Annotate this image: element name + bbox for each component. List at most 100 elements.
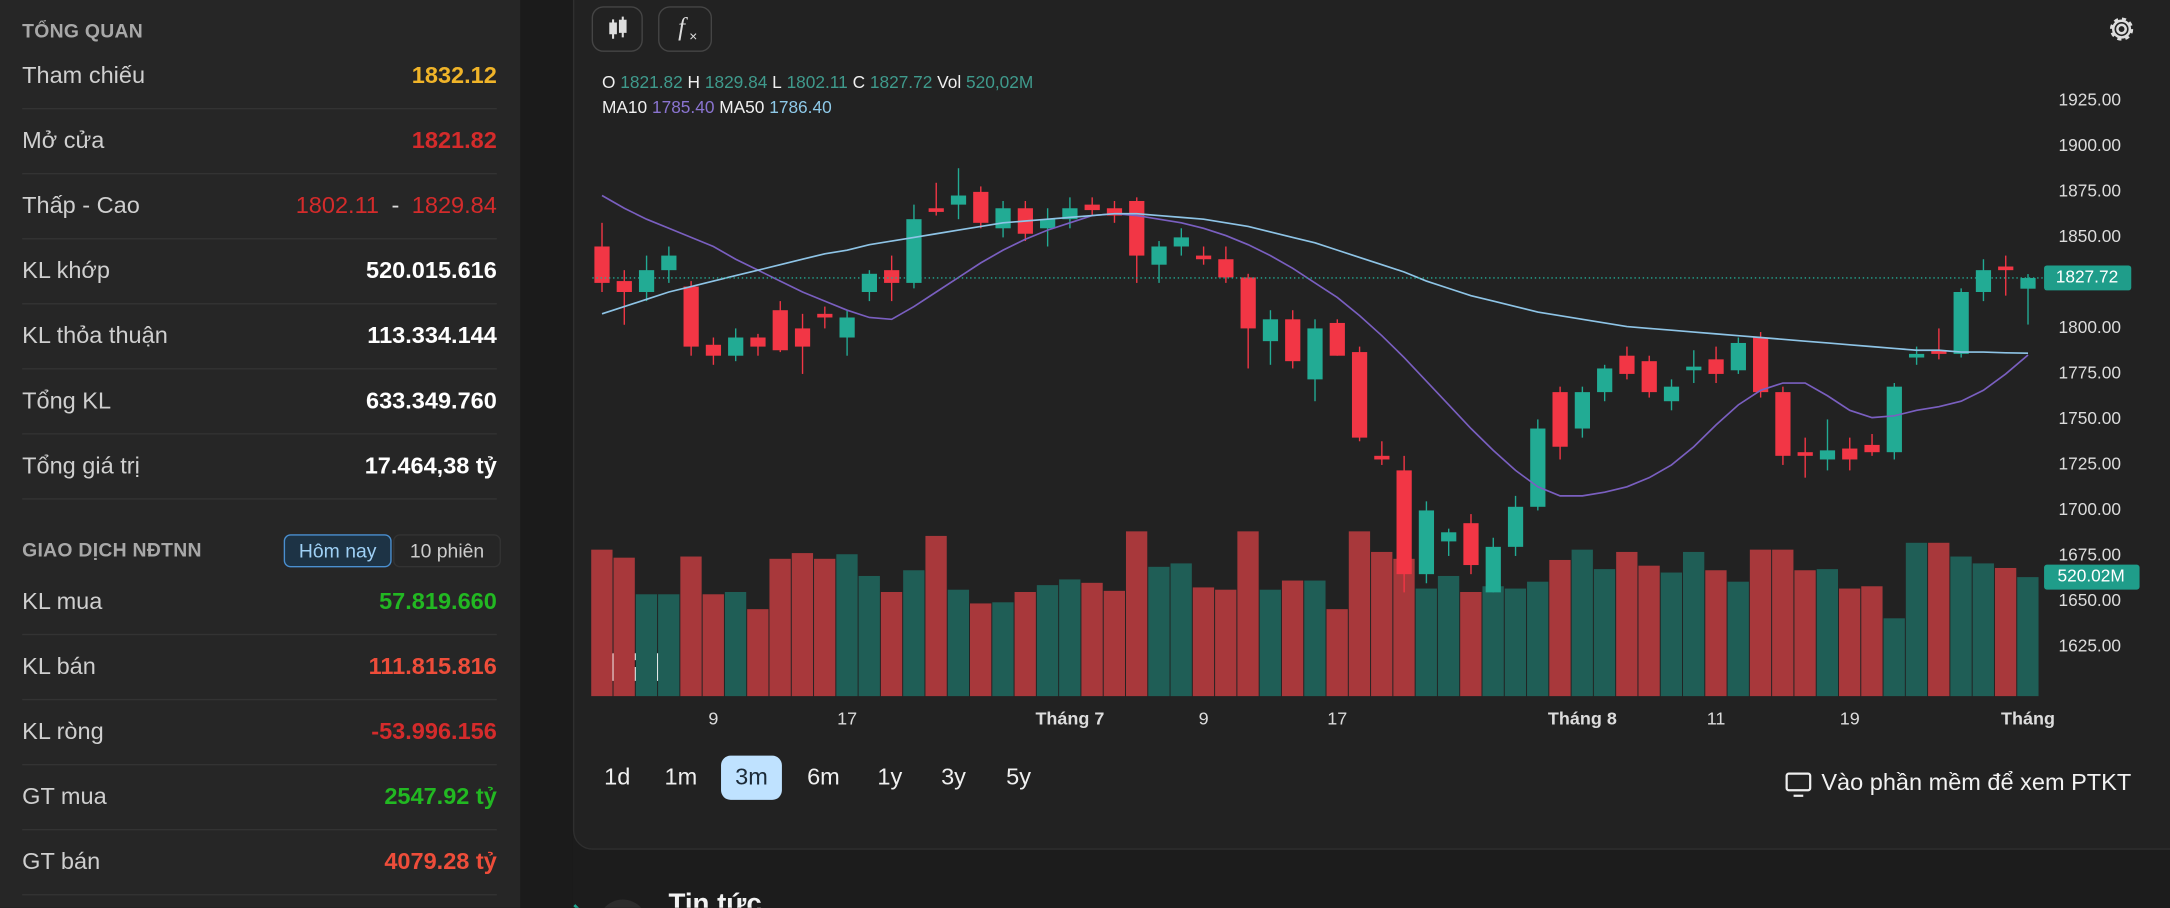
candle-type-button[interactable]	[591, 6, 643, 52]
stat-label: Tổng KL	[22, 387, 112, 414]
period-button[interactable]: 1m	[664, 763, 698, 791]
stat-label: GT mua	[22, 783, 107, 810]
volume-bar	[1861, 586, 1883, 697]
settings-icon[interactable]	[2109, 17, 2134, 41]
volume-bar	[1170, 563, 1192, 697]
legend-value: 1821.82	[620, 72, 682, 92]
tab[interactable]: 10 phiên	[393, 534, 501, 568]
ma-legend: MA10 1785.40 MA50 1786.40	[602, 97, 832, 117]
stat-label: Mở cửa	[22, 127, 105, 154]
volume-bar	[1259, 589, 1281, 697]
candle-body	[705, 344, 722, 356]
fx-icon: f	[678, 14, 688, 41]
legend-key: MA50	[719, 97, 764, 117]
legend-key: L	[772, 72, 782, 92]
candle-body	[1396, 470, 1412, 575]
software-link[interactable]: Vào phần mềm để xem PTKT	[1821, 769, 2132, 796]
volume-tag	[2044, 564, 2140, 590]
stat-row: GT mua 2547.92 tỷ	[22, 765, 497, 831]
stat-row: Mở cửa 1821.82	[22, 109, 497, 175]
volume-bar	[1972, 563, 1994, 697]
candle-body	[1195, 255, 1212, 260]
candle-body	[1240, 277, 1256, 329]
volume-bar	[1125, 531, 1148, 697]
volume-bar	[1571, 549, 1593, 697]
volume-bar	[1994, 567, 2017, 697]
candle-body	[683, 286, 699, 347]
stat-value: 4079.28 tỷ	[384, 848, 497, 875]
period-button[interactable]: 1y	[877, 763, 903, 791]
candle-body	[1151, 246, 1167, 265]
price-tag-label: 1827.72	[2056, 267, 2118, 287]
candle-body	[817, 313, 833, 318]
stat-value: 113.334.144	[367, 322, 497, 349]
candle-body	[1641, 361, 1657, 393]
candle-body	[1931, 350, 1947, 354]
candle-body	[1708, 359, 1724, 374]
candle-body	[1485, 546, 1501, 593]
volume-bar	[1816, 569, 1838, 697]
candle-body	[1351, 352, 1368, 438]
volume-bar	[1281, 580, 1304, 697]
period-button[interactable]: 3y	[941, 763, 966, 791]
volume-bar	[747, 609, 769, 697]
volume-bar	[680, 556, 702, 697]
candle-body	[973, 191, 989, 223]
candle-body	[1106, 208, 1123, 216]
stat-row: KL khớp 520.015.616	[22, 239, 497, 305]
stat-row: Thấp - Cao 1802.11-1829.84	[22, 174, 497, 240]
candle-body	[1463, 523, 1479, 566]
candle-body	[1819, 450, 1836, 460]
volume-bar	[814, 558, 836, 697]
stat-value: 1802.11-1829.84	[296, 192, 497, 220]
stat-label: Tổng giá trị	[22, 452, 140, 479]
volume-bar	[925, 535, 947, 697]
y-tick-label: 1800.00	[2058, 317, 2120, 337]
period-button[interactable]: 3m	[721, 755, 782, 800]
candle-body	[1574, 392, 1590, 429]
volume-bar	[1348, 531, 1371, 697]
period-button[interactable]: 5y	[1006, 763, 1032, 791]
y-tick-label: 1675.00	[2058, 545, 2120, 565]
candle-body	[1797, 452, 1813, 456]
candle-body	[616, 281, 632, 293]
stat-separator: -	[391, 192, 400, 219]
tab[interactable]: Hôm nay	[283, 534, 392, 568]
volume-bar	[1549, 559, 1571, 697]
volume-bar	[635, 594, 658, 697]
candle-body	[1886, 386, 1902, 453]
candle-body	[1307, 328, 1323, 380]
candle-body	[950, 195, 967, 205]
stat-value: 2547.92 tỷ	[384, 783, 497, 810]
y-tick-label: 1625.00	[2058, 636, 2120, 656]
candle-icon	[609, 16, 627, 39]
volume-bar	[1371, 551, 1393, 697]
volume-bar	[1036, 585, 1059, 697]
volume-bar	[947, 589, 970, 697]
stat-value: 633.349.760	[365, 387, 497, 414]
volume-bar	[1437, 575, 1460, 697]
legend-key: C	[853, 72, 865, 92]
candle-body	[1998, 266, 2014, 271]
indicator-button[interactable]	[658, 6, 713, 52]
candle-body	[1507, 506, 1524, 547]
candle-body	[1285, 319, 1301, 362]
period-button[interactable]: 6m	[807, 763, 840, 791]
stat-row: KL mua 57.819.660	[22, 570, 497, 636]
volume-bar	[1326, 609, 1348, 697]
volume-bar	[1593, 569, 1616, 697]
fx-icon-x: ×	[689, 28, 697, 44]
legend-value: 1785.40	[652, 97, 714, 117]
stat-value: 520.015.616	[365, 257, 497, 284]
volume-bar	[1772, 549, 1794, 697]
period-button[interactable]: 1d	[604, 763, 631, 791]
y-tick-label: 1900.00	[2058, 135, 2120, 155]
x-tick-label: Tháng 8	[1548, 708, 1617, 728]
legend-key: Vol	[937, 72, 961, 92]
news-caret	[573, 904, 580, 908]
x-tick-label: 19	[1840, 708, 1860, 728]
candle-body	[2020, 277, 2036, 289]
stat-label: KL mua	[22, 588, 103, 615]
stat-label: KL khớp	[22, 257, 110, 284]
